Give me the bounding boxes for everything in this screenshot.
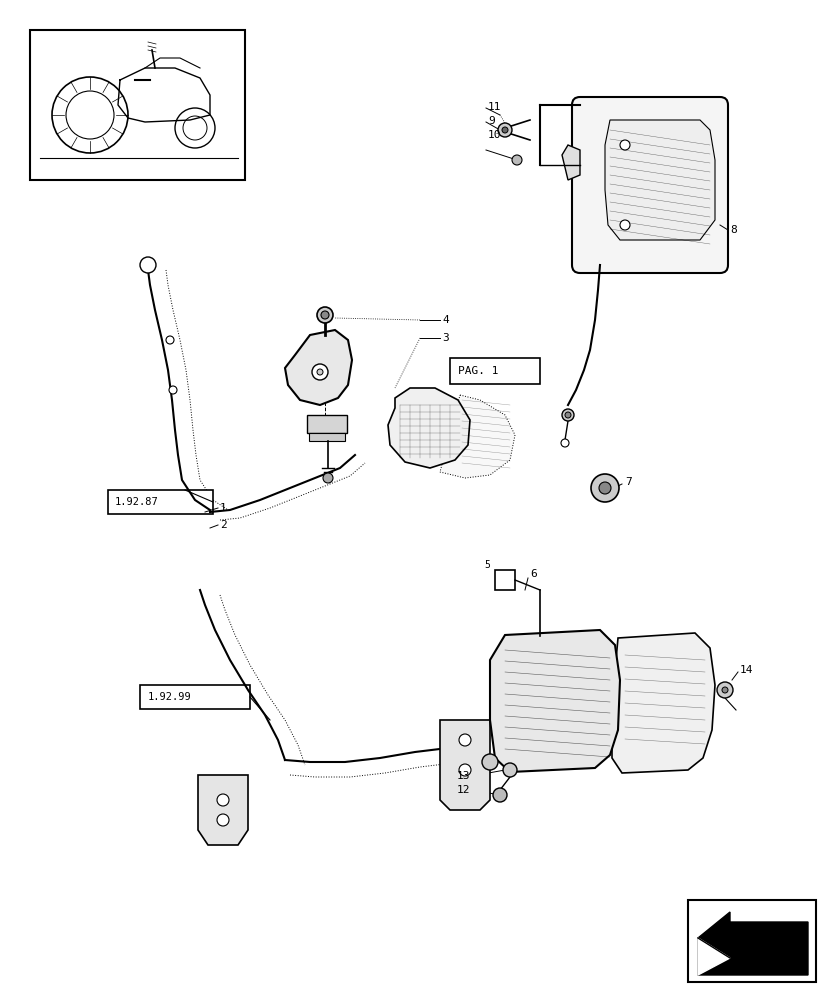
Text: 8: 8	[729, 225, 736, 235]
Text: 7: 7	[624, 477, 631, 487]
Text: PAG. 1: PAG. 1	[457, 366, 498, 376]
Circle shape	[323, 473, 332, 483]
Circle shape	[481, 754, 497, 770]
Text: 10: 10	[487, 130, 501, 140]
Bar	[308, 433, 345, 441]
Circle shape	[321, 311, 328, 319]
Circle shape	[511, 155, 521, 165]
Text: 13: 13	[456, 771, 470, 781]
Polygon shape	[562, 145, 579, 180]
Bar	[30, 30, 245, 180]
Bar	[495, 570, 514, 590]
Polygon shape	[697, 938, 729, 975]
FancyBboxPatch shape	[571, 97, 727, 273]
Text: 1: 1	[220, 503, 227, 513]
Polygon shape	[284, 330, 351, 405]
Bar	[140, 685, 250, 709]
Circle shape	[458, 764, 471, 776]
Polygon shape	[490, 630, 619, 772]
Circle shape	[312, 364, 327, 380]
Polygon shape	[611, 633, 715, 773]
Bar	[307, 415, 347, 433]
Polygon shape	[605, 120, 715, 240]
Circle shape	[217, 794, 229, 806]
Circle shape	[458, 734, 471, 746]
Circle shape	[716, 682, 732, 698]
Circle shape	[317, 369, 323, 375]
Text: 5: 5	[484, 560, 490, 570]
Circle shape	[501, 127, 508, 133]
Circle shape	[561, 439, 568, 447]
Circle shape	[619, 220, 629, 230]
Circle shape	[590, 474, 619, 502]
Circle shape	[492, 788, 506, 802]
Text: 1.92.87: 1.92.87	[115, 497, 159, 507]
Circle shape	[317, 307, 332, 323]
Circle shape	[619, 140, 629, 150]
Text: 1.92.99: 1.92.99	[148, 692, 192, 702]
Circle shape	[174, 108, 215, 148]
Circle shape	[721, 687, 727, 693]
Bar	[108, 490, 213, 514]
Polygon shape	[439, 720, 490, 810]
Text: 12: 12	[456, 785, 470, 795]
Circle shape	[140, 257, 155, 273]
Circle shape	[66, 91, 114, 139]
Text: 2: 2	[220, 520, 227, 530]
Circle shape	[217, 814, 229, 826]
Polygon shape	[388, 388, 470, 468]
Circle shape	[598, 482, 610, 494]
Bar	[449, 358, 539, 384]
Text: 14: 14	[739, 665, 753, 675]
Circle shape	[497, 123, 511, 137]
Circle shape	[169, 386, 177, 394]
Circle shape	[502, 763, 516, 777]
Text: 9: 9	[487, 116, 495, 126]
Text: 4: 4	[442, 315, 448, 325]
Polygon shape	[439, 395, 514, 478]
Circle shape	[564, 412, 571, 418]
Circle shape	[52, 77, 128, 153]
Polygon shape	[198, 775, 248, 845]
Text: 11: 11	[487, 102, 501, 112]
Bar	[687, 900, 815, 982]
Polygon shape	[697, 912, 807, 975]
Text: 3: 3	[442, 333, 448, 343]
Circle shape	[562, 409, 573, 421]
Text: 6: 6	[529, 569, 536, 579]
Circle shape	[165, 336, 174, 344]
Circle shape	[183, 116, 207, 140]
